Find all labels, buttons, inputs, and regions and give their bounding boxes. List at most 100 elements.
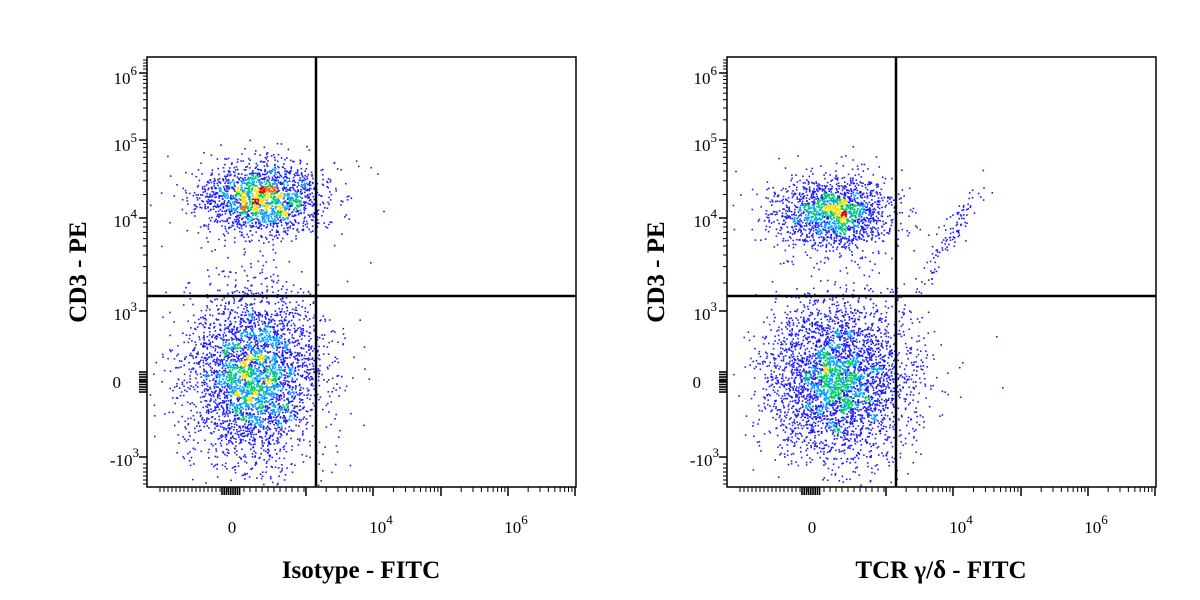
- event-point: [276, 324, 279, 326]
- event-point: [242, 331, 244, 334]
- event-point: [294, 341, 296, 343]
- event-point: [261, 212, 264, 215]
- event-point: [271, 220, 273, 222]
- event-point: [258, 179, 261, 182]
- event-point: [259, 183, 261, 186]
- event-point: [324, 446, 326, 448]
- event-point: [287, 339, 290, 342]
- event-point: [167, 155, 169, 158]
- event-point: [268, 378, 271, 380]
- event-point: [267, 217, 270, 220]
- event-point: [203, 395, 205, 398]
- event-point: [228, 364, 231, 367]
- event-point: [296, 378, 298, 381]
- event-point: [253, 213, 256, 215]
- event-point: [251, 316, 253, 318]
- event-point: [291, 197, 293, 200]
- event-point: [233, 377, 236, 380]
- event-point: [232, 343, 234, 345]
- event-point: [222, 179, 225, 182]
- event-point: [183, 291, 186, 294]
- event-point: [262, 445, 264, 447]
- event-point: [292, 228, 294, 230]
- event-point: [242, 372, 244, 375]
- event-point: [292, 361, 294, 364]
- event-point: [244, 177, 246, 179]
- event-point: [291, 211, 293, 214]
- event-point: [280, 429, 283, 432]
- event-point: [215, 406, 218, 408]
- event-point: [272, 362, 275, 365]
- event-point: [185, 212, 188, 215]
- event-point: [249, 200, 251, 203]
- event-point: [217, 371, 219, 374]
- event-point: [181, 404, 183, 406]
- event-point: [280, 194, 282, 196]
- event-point: [269, 331, 272, 333]
- event-point: [220, 188, 222, 190]
- event-point: [276, 175, 279, 178]
- event-point: [232, 420, 235, 422]
- event-point: [272, 178, 274, 180]
- event-point: [311, 225, 314, 227]
- event-point: [260, 192, 263, 194]
- event-point: [230, 353, 233, 355]
- event-point: [245, 376, 248, 379]
- event-point: [261, 315, 264, 318]
- event-point: [218, 187, 220, 190]
- event-point: [206, 348, 208, 350]
- event-point: [312, 219, 314, 222]
- event-point: [244, 472, 246, 475]
- event-point: [254, 464, 256, 466]
- event-point: [294, 329, 297, 332]
- event-point: [296, 329, 298, 332]
- event-point: [244, 478, 246, 480]
- event-point: [241, 231, 243, 234]
- event-point: [276, 184, 278, 186]
- event-point: [285, 211, 288, 214]
- event-point: [204, 395, 206, 397]
- event-point: [227, 182, 229, 184]
- event-point: [255, 181, 258, 183]
- event-point: [256, 168, 259, 170]
- event-point: [284, 382, 286, 384]
- event-point: [275, 422, 277, 425]
- event-point: [313, 203, 316, 205]
- event-point: [271, 202, 273, 205]
- event-point: [247, 218, 249, 221]
- event-point: [273, 375, 275, 377]
- event-point: [173, 358, 176, 360]
- event-point: [193, 348, 195, 350]
- event-point: [303, 201, 305, 203]
- event-point: [247, 348, 249, 351]
- event-point: [236, 223, 238, 226]
- event-point: [264, 344, 266, 346]
- event-point: [288, 351, 291, 353]
- event-point: [234, 321, 237, 323]
- event-point: [187, 320, 189, 322]
- event-point: [189, 378, 192, 380]
- event-point: [214, 455, 217, 458]
- event-point: [264, 196, 266, 199]
- event-point: [270, 190, 272, 192]
- event-point: [254, 153, 256, 155]
- event-point: [225, 185, 227, 187]
- event-point: [249, 204, 251, 206]
- event-point: [280, 434, 283, 437]
- event-point: [230, 422, 233, 425]
- event-point: [229, 312, 232, 315]
- event-point: [274, 362, 276, 364]
- event-point: [334, 418, 336, 420]
- event-point: [275, 200, 277, 203]
- event-point: [174, 424, 176, 427]
- event-point: [275, 205, 277, 208]
- event-point: [214, 200, 216, 203]
- event-point: [216, 158, 219, 160]
- event-point: [309, 372, 311, 375]
- event-point: [277, 230, 279, 233]
- event-point: [308, 344, 310, 346]
- event-point: [297, 199, 299, 201]
- event-point: [249, 396, 252, 398]
- event-point: [228, 204, 231, 207]
- event-point: [210, 421, 213, 423]
